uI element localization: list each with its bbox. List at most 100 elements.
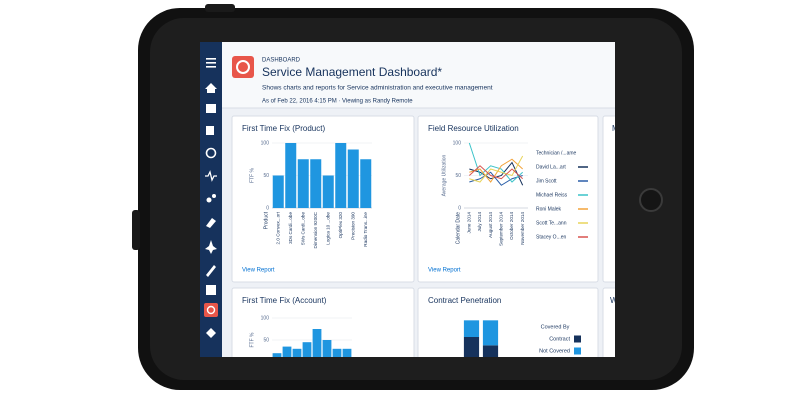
sidebar-icons bbox=[204, 58, 218, 338]
bar bbox=[272, 353, 282, 357]
settings-icon[interactable] bbox=[206, 197, 212, 203]
x-tick-label: Dimension 9200C bbox=[313, 211, 318, 248]
case-button bbox=[205, 4, 235, 12]
card-title: First Time Fix (Account) bbox=[242, 296, 327, 305]
x-tick-label: 3Ds Cardi...obe bbox=[288, 212, 293, 244]
legend-label: Michael Reiss bbox=[536, 192, 568, 198]
legend-label: Contract bbox=[549, 336, 570, 342]
screen: DASHBOARD Service Management Dashboard* … bbox=[200, 42, 615, 357]
bar bbox=[272, 175, 284, 208]
line-series bbox=[468, 142, 524, 183]
card bbox=[417, 115, 599, 283]
legend-label: Jim Scott bbox=[536, 178, 557, 184]
x-tick-label: 2.0 Convex...ort bbox=[275, 211, 280, 244]
bar-segment bbox=[463, 320, 480, 337]
home-button[interactable] bbox=[639, 188, 663, 212]
y-tick-label: 100 bbox=[261, 140, 270, 146]
legend-title: Technician /...ame bbox=[536, 150, 577, 156]
header-title: Service Management Dashboard* bbox=[262, 65, 442, 79]
y-axis-label: Average Utilization bbox=[441, 154, 447, 196]
y-tick-label: 100 bbox=[453, 140, 462, 146]
bar-segment bbox=[463, 337, 480, 357]
card bbox=[417, 287, 599, 357]
pulse-icon[interactable] bbox=[205, 170, 217, 182]
x-tick-label: OptiPlex 320 bbox=[338, 212, 343, 239]
x-tick-label: August 2014 bbox=[488, 212, 493, 238]
calendar-icon[interactable] bbox=[206, 104, 216, 113]
settings-icon[interactable] bbox=[212, 194, 216, 198]
dashboard-icon-active[interactable] bbox=[204, 303, 218, 317]
bar bbox=[282, 346, 292, 357]
page-header bbox=[222, 42, 615, 108]
case-button bbox=[132, 210, 140, 250]
bar bbox=[347, 149, 359, 208]
y-tick-label: 50 bbox=[455, 173, 461, 179]
bar bbox=[322, 340, 332, 357]
x-tick-label: July 2014 bbox=[477, 212, 482, 232]
legend-label: Scott Te...ann bbox=[536, 220, 567, 226]
header-as-of: As of Feb 22, 2016 4:15 PM · Viewing as … bbox=[262, 99, 413, 105]
x-tick-label: June 2014 bbox=[467, 212, 472, 234]
line-series bbox=[469, 158, 524, 183]
legend-label: Stacey O...en bbox=[536, 234, 567, 240]
x-axis-label: Calendar Date bbox=[455, 212, 461, 244]
bar bbox=[322, 175, 334, 208]
bar bbox=[342, 348, 352, 357]
clipboard-icon[interactable] bbox=[206, 285, 216, 295]
dashboard-logo bbox=[232, 56, 254, 78]
wrench-icon[interactable] bbox=[206, 265, 216, 277]
legend-label: David La...art bbox=[536, 164, 566, 170]
legend-label: Not Covered bbox=[539, 348, 570, 354]
y-tick-label: 0 bbox=[266, 205, 269, 211]
card-clipped bbox=[602, 115, 615, 283]
legend-label: Roni Malek bbox=[536, 206, 562, 212]
bar bbox=[297, 159, 309, 208]
x-tick-label: Precision 390 bbox=[350, 212, 355, 240]
bar bbox=[312, 329, 322, 357]
header-description: Shows charts and reports for Service adm… bbox=[262, 85, 493, 92]
x-tick-label: Radio Trans...ine bbox=[363, 212, 368, 247]
menu-icon[interactable] bbox=[206, 58, 216, 60]
x-axis-label: Product bbox=[263, 211, 269, 229]
bar bbox=[332, 348, 342, 357]
x-tick-label: Logica 10 ...obe bbox=[325, 212, 330, 245]
home-icon[interactable] bbox=[205, 83, 217, 93]
y-tick-label: 0 bbox=[458, 205, 461, 211]
bar bbox=[310, 159, 322, 208]
bar-segment bbox=[482, 320, 499, 346]
card-clipped bbox=[602, 287, 615, 357]
menu-icon[interactable] bbox=[206, 62, 216, 64]
dashboard-icon-glyph bbox=[206, 305, 216, 315]
legend-swatch bbox=[574, 335, 581, 343]
tool-icon[interactable] bbox=[206, 218, 216, 228]
y-axis-label: FTF % bbox=[249, 167, 255, 183]
bar bbox=[360, 159, 372, 208]
y-tick-label: 50 bbox=[263, 173, 269, 179]
header-label: DASHBOARD bbox=[262, 58, 301, 64]
x-tick-label: September 2014 bbox=[499, 212, 504, 246]
card-title: Contract Penetration bbox=[428, 296, 501, 305]
y-tick-label: 50 bbox=[263, 337, 269, 343]
bar bbox=[292, 348, 302, 357]
diamond-icon[interactable] bbox=[206, 328, 216, 338]
x-tick-label: 5Ws Cardi...obe bbox=[300, 212, 305, 245]
alarm-icon[interactable] bbox=[205, 147, 217, 159]
y-tick-label: 100 bbox=[261, 315, 270, 321]
line-series bbox=[469, 155, 524, 183]
dashboard-logo-glyph bbox=[236, 60, 250, 74]
line-series bbox=[469, 171, 523, 186]
menu-icon[interactable] bbox=[206, 66, 216, 68]
card-title: First Time Fix (Product) bbox=[242, 124, 325, 133]
bar-segment bbox=[482, 345, 499, 357]
view-report-link[interactable]: View Report bbox=[242, 268, 275, 274]
plane-icon[interactable] bbox=[205, 240, 217, 254]
view-report-link[interactable]: View Report bbox=[428, 268, 461, 274]
legend-title: Covered By bbox=[541, 324, 570, 330]
card-title: Field Resource Utilization bbox=[428, 124, 519, 133]
bar bbox=[335, 143, 347, 208]
report-icon[interactable] bbox=[206, 126, 214, 135]
y-axis-label: FTF % bbox=[249, 332, 255, 348]
x-tick-label: November 2014 bbox=[520, 212, 525, 245]
